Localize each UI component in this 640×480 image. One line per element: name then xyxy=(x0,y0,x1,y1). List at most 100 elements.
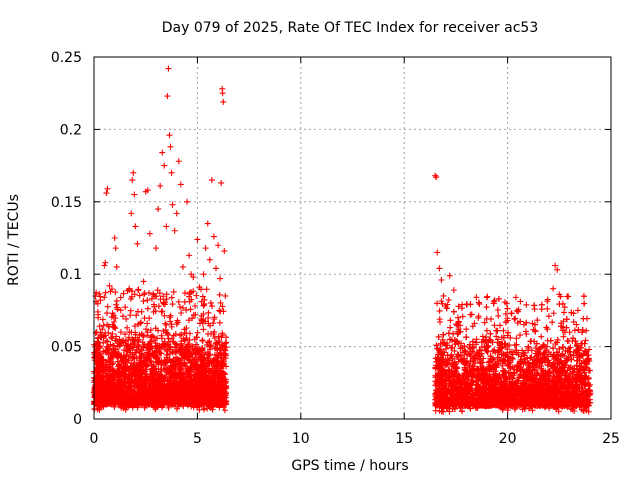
data-point xyxy=(114,343,121,350)
data-point xyxy=(211,379,218,386)
data-point xyxy=(133,380,140,387)
data-point xyxy=(125,334,132,341)
data-point xyxy=(170,288,177,295)
data-point xyxy=(136,359,143,366)
data-point xyxy=(126,329,133,336)
data-point xyxy=(120,347,127,354)
data-point xyxy=(141,315,148,322)
data-point xyxy=(172,331,179,338)
data-point xyxy=(183,307,190,314)
data-point xyxy=(130,344,137,351)
data-point xyxy=(117,294,124,301)
data-point xyxy=(211,314,218,321)
data-point xyxy=(207,299,214,306)
data-point xyxy=(204,375,211,382)
data-point xyxy=(219,303,226,310)
data-point xyxy=(200,398,207,405)
data-point xyxy=(156,290,163,297)
data-point xyxy=(157,296,164,303)
data-point xyxy=(211,335,218,342)
data-point xyxy=(193,292,200,299)
data-point xyxy=(221,407,228,414)
data-point xyxy=(215,333,222,340)
data-point xyxy=(204,380,211,387)
y-tick-label: 0.2 xyxy=(60,122,82,138)
data-point xyxy=(139,384,146,391)
data-point xyxy=(205,309,212,316)
data-point xyxy=(158,308,165,315)
x-tick-label: 0 xyxy=(90,431,99,447)
data-point xyxy=(110,373,117,380)
data-point xyxy=(101,333,108,340)
data-point xyxy=(170,355,177,362)
data-point xyxy=(104,338,111,345)
data-point xyxy=(143,378,150,385)
x-tick-label: 25 xyxy=(602,431,620,447)
data-point xyxy=(123,351,130,358)
data-point xyxy=(179,304,186,311)
data-point xyxy=(122,331,129,338)
data-point xyxy=(218,334,225,341)
data-point xyxy=(185,317,192,324)
data-point xyxy=(209,365,216,372)
data-point xyxy=(136,292,143,299)
data-point xyxy=(173,348,180,355)
data-point xyxy=(192,346,199,353)
data-point xyxy=(105,329,112,336)
data-point xyxy=(105,358,112,365)
data-point xyxy=(197,363,204,370)
data-point xyxy=(216,319,223,326)
y-tick-label: 0 xyxy=(73,412,82,428)
data-point xyxy=(122,304,129,311)
data-point xyxy=(144,329,151,336)
data-point xyxy=(122,363,129,370)
data-point xyxy=(157,368,164,375)
data-point xyxy=(172,360,179,367)
data-point xyxy=(144,349,151,356)
data-point xyxy=(144,320,151,327)
data-point xyxy=(134,336,141,343)
data-point xyxy=(109,330,116,337)
data-point xyxy=(148,334,155,341)
data-point xyxy=(162,320,169,327)
data-point xyxy=(101,294,108,301)
data-point xyxy=(97,353,104,360)
data-point xyxy=(220,385,227,392)
data-point xyxy=(210,331,217,338)
data-point xyxy=(147,327,154,334)
data-point xyxy=(165,341,172,348)
data-point xyxy=(176,357,183,364)
data-point xyxy=(150,378,157,385)
data-point xyxy=(186,298,193,305)
data-point xyxy=(156,383,163,390)
data-point xyxy=(145,342,152,349)
data-point xyxy=(215,389,222,396)
data-point xyxy=(169,349,176,356)
data-point xyxy=(130,354,137,361)
data-point xyxy=(189,315,196,322)
data-point xyxy=(436,307,443,314)
data-point xyxy=(205,330,212,337)
data-point xyxy=(209,406,216,413)
data-point xyxy=(127,307,134,314)
data-point xyxy=(211,358,218,365)
data-point xyxy=(170,338,177,345)
data-point xyxy=(195,394,202,401)
data-point xyxy=(111,369,118,376)
data-point xyxy=(176,401,183,408)
data-point xyxy=(133,312,140,319)
data-point xyxy=(180,374,187,381)
data-point xyxy=(168,323,175,330)
data-point xyxy=(143,326,150,333)
data-point xyxy=(140,298,147,305)
data-point xyxy=(123,315,130,322)
data-point xyxy=(119,382,126,389)
y-tick-label: 0.15 xyxy=(51,195,82,211)
data-point xyxy=(199,293,206,300)
x-tick-label: 20 xyxy=(499,431,517,447)
data-point xyxy=(200,326,207,333)
data-point xyxy=(120,338,127,345)
data-point xyxy=(154,359,161,366)
data-point xyxy=(112,289,119,296)
data-point xyxy=(131,323,138,330)
